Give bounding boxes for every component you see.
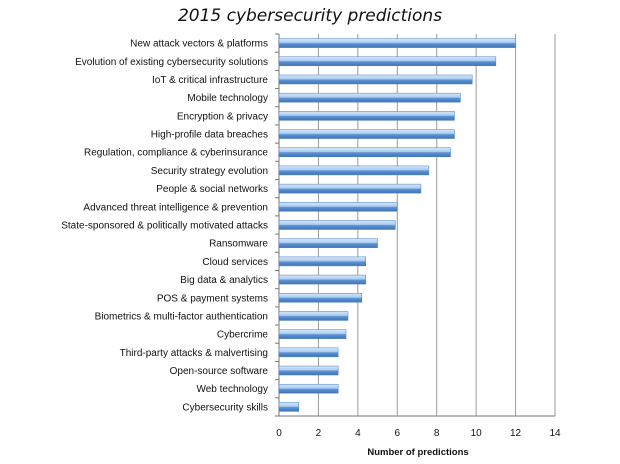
category-label: Cybercrime bbox=[217, 330, 269, 341]
category-label: Regulation, compliance & cyberinsurance bbox=[84, 148, 268, 159]
category-label: State-sponsored & politically motivated … bbox=[61, 221, 268, 232]
bar bbox=[278, 220, 396, 230]
bar bbox=[278, 329, 347, 339]
x-axis-label: Number of predictions bbox=[367, 447, 468, 458]
category-label: Web technology bbox=[196, 384, 268, 395]
bar bbox=[278, 293, 363, 303]
chart-title: 2015 cybersecurity predictions bbox=[178, 6, 442, 26]
x-tick-label: 2 bbox=[316, 428, 322, 439]
category-label: Security strategy evolution bbox=[151, 166, 268, 177]
category-label: Advanced threat intelligence & preventio… bbox=[83, 202, 268, 213]
category-label: Third-party attacks & malvertising bbox=[120, 348, 268, 359]
category-label: Encryption & privacy bbox=[177, 111, 268, 122]
category-label: New attack vectors & platforms bbox=[130, 39, 268, 50]
bar bbox=[278, 165, 430, 176]
category-label: Open-source software bbox=[170, 366, 269, 377]
category-label: POS & payment systems bbox=[157, 293, 268, 304]
bar bbox=[278, 183, 422, 194]
category-label: Mobile technology bbox=[187, 93, 268, 104]
x-tick-label: 8 bbox=[434, 428, 440, 439]
bar bbox=[278, 56, 497, 67]
category-label: Cloud services bbox=[202, 257, 268, 268]
x-tick-label: 12 bbox=[510, 428, 522, 439]
category-label: Big data & analytics bbox=[180, 275, 268, 286]
bar bbox=[278, 274, 366, 285]
x-tick-label: 10 bbox=[471, 428, 483, 439]
bar bbox=[278, 402, 299, 412]
bar bbox=[278, 311, 349, 321]
category-label: High-profile data breaches bbox=[151, 130, 268, 141]
category-label: People & social networks bbox=[156, 184, 268, 195]
category-label: Cybersecurity skills bbox=[182, 402, 268, 413]
category-label: Evolution of existing cybersecurity solu… bbox=[75, 57, 268, 68]
bar bbox=[278, 38, 516, 48]
bar bbox=[278, 202, 398, 212]
bar bbox=[278, 111, 455, 121]
bar bbox=[278, 92, 461, 103]
category-label: IoT & critical infrastructure bbox=[152, 75, 268, 86]
bar bbox=[278, 365, 339, 376]
bar bbox=[278, 347, 339, 358]
x-tick-label: 4 bbox=[355, 428, 361, 439]
bar bbox=[278, 256, 366, 267]
x-tick-label: 14 bbox=[549, 428, 561, 439]
bar bbox=[278, 74, 473, 85]
category-label: Ransomware bbox=[209, 239, 268, 250]
x-tick-label: 0 bbox=[276, 428, 282, 439]
bar bbox=[278, 147, 451, 157]
bar bbox=[278, 129, 455, 139]
category-label: Biometrics & multi-factor authentication bbox=[95, 311, 268, 322]
bar bbox=[278, 238, 378, 248]
bar bbox=[278, 383, 339, 394]
x-tick-label: 6 bbox=[395, 428, 401, 439]
